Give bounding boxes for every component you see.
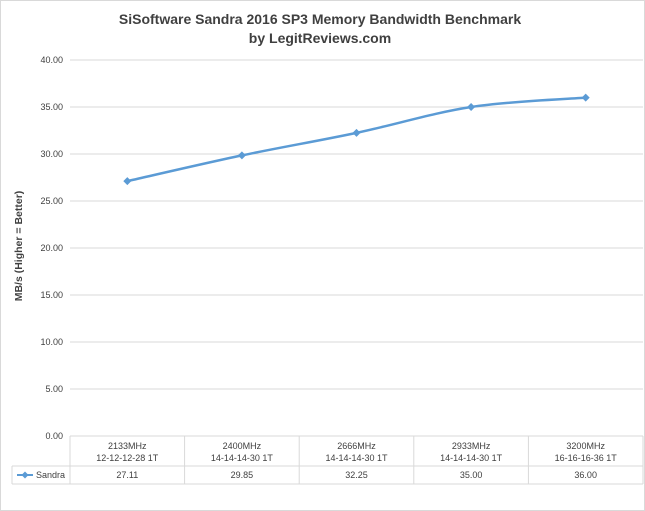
- y-tick-label: 30.00: [40, 149, 63, 159]
- y-tick-label: 35.00: [40, 102, 63, 112]
- x-category-label: 2400MHz: [223, 441, 262, 451]
- x-category-timing: 14-14-14-30 1T: [440, 453, 503, 463]
- y-tick-label: 5.00: [45, 384, 63, 394]
- y-tick-label: 15.00: [40, 290, 63, 300]
- y-axis-title: MB/s (Higher = Better): [13, 191, 25, 302]
- x-category-label: 3200MHz: [566, 441, 605, 451]
- x-category-timing: 16-16-16-36 1T: [555, 453, 618, 463]
- table-value-cell: 36.00: [574, 470, 597, 480]
- chart-subtitle: by LegitReviews.com: [249, 30, 391, 46]
- series-markers: [123, 93, 590, 186]
- data-point: [581, 93, 590, 102]
- x-category-label: 2133MHz: [108, 441, 147, 451]
- data-point: [467, 103, 476, 111]
- x-category-timing: 12-12-12-28 1T: [96, 453, 159, 463]
- y-tick-label: 0.00: [45, 431, 63, 441]
- table-value-cell: 32.25: [345, 470, 368, 480]
- y-tick-label: 10.00: [40, 337, 63, 347]
- table-value-cell: 27.11: [116, 470, 138, 480]
- y-tick-label: 20.00: [40, 243, 63, 253]
- data-table: 2133MHz 12-12-12-28 1T 2400MHz 14-14-14-30 …: [11, 435, 644, 485]
- table-value-cell: 29.85: [231, 470, 254, 480]
- y-tick-label: 25.00: [40, 196, 63, 206]
- chart-title: SiSoftware Sandra 2016 SP3 Memory Bandwi…: [119, 11, 521, 27]
- legend-key-marker: [21, 471, 29, 479]
- data-point: [123, 177, 132, 186]
- data-point: [237, 151, 246, 160]
- y-tick-labels: 0.00 5.00 10.00 15.00 20.00 25.00 30.00 35.00 40…: [40, 55, 63, 441]
- gridlines: [70, 59, 643, 390]
- x-category-timing: 14-14-14-30 1T: [325, 453, 388, 463]
- data-point: [352, 128, 361, 137]
- y-tick-label: 40.00: [40, 55, 63, 65]
- legend-series-name: Sandra: [36, 470, 65, 480]
- x-category-label: 2666MHz: [337, 441, 376, 451]
- x-category-label: 2933MHz: [452, 441, 491, 451]
- table-value-cell: 35.00: [460, 470, 483, 480]
- x-category-timing: 14-14-14-30 1T: [211, 453, 274, 463]
